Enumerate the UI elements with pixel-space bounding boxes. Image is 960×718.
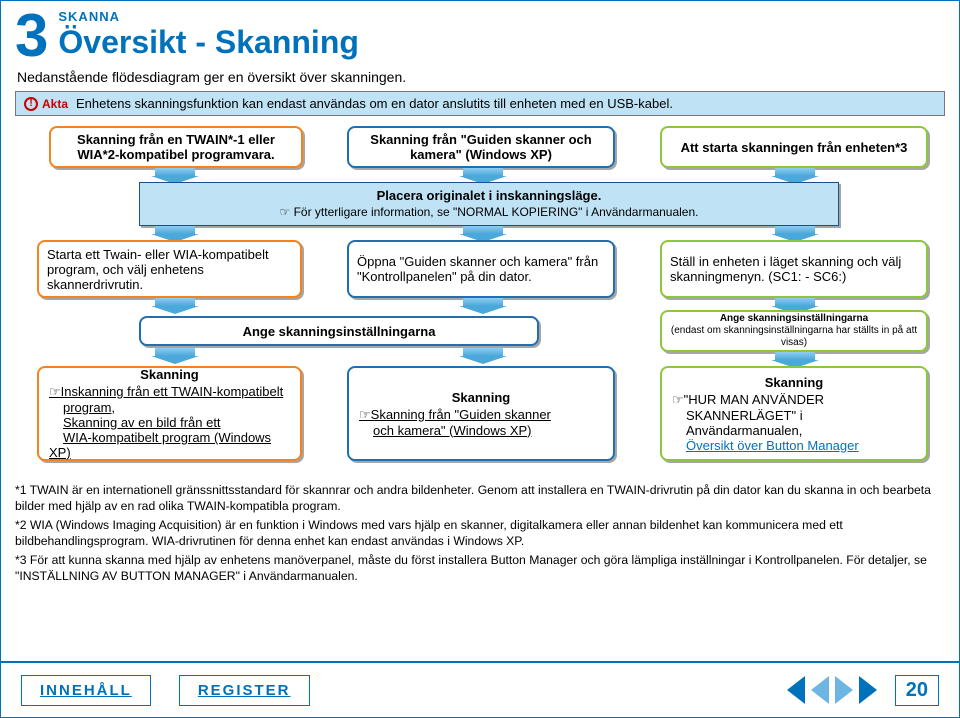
arrow-icon	[463, 298, 503, 310]
footnotes: *1 TWAIN är en internationell gränssnitt…	[15, 482, 945, 585]
caution-text: Enhetens skanningsfunktion kan endast an…	[76, 96, 673, 111]
flow-r3-device-settings: Ange skanningsinställningarna (endast om…	[660, 310, 928, 352]
link-twain-program[interactable]: program,	[63, 400, 115, 415]
flow-r1-device: Att starta skanningen från enheten*3	[660, 126, 928, 168]
caution-label: Akta	[42, 97, 68, 111]
flow-r2-guide: Öppna "Guiden skanner och kamera" från "…	[347, 240, 615, 298]
flow-r2-device: Ställ in enheten i läget skanning och vä…	[660, 240, 928, 298]
caution-badge: ! Akta	[24, 97, 68, 111]
header: 3 SKANNA Översikt - Skanning	[15, 9, 945, 63]
subtitle: Nedanstående flödesdiagram ger en översi…	[17, 69, 945, 85]
link-guide-scan2[interactable]: och kamera" (Windows XP)	[373, 423, 532, 438]
link-wia-scan2[interactable]: WIA-kompatibelt program (Windows XP)	[49, 430, 271, 460]
flow-r1-guide: Skanning från "Guiden skanner och kamera…	[347, 126, 615, 168]
r3c-line1: Ange skanningsinställningarna	[720, 313, 868, 325]
flow-r4-guide: Skanning ☞Skanning från "Guiden skanner …	[347, 366, 615, 461]
nav-arrows: 20	[787, 675, 939, 706]
bottom-bar: INNEHÅLL REGISTER 20	[1, 661, 959, 717]
next-page-icon[interactable]	[835, 676, 853, 704]
arrow-icon	[463, 226, 503, 238]
r4c-l1: ☞"HUR MAN ANVÄNDER	[672, 392, 824, 407]
page-title: Översikt - Skanning	[58, 24, 359, 61]
last-page-icon[interactable]	[859, 676, 877, 704]
link-twain-scan[interactable]: ☞Inskanning från ett TWAIN-kompatibelt	[49, 384, 283, 399]
caution-row: ! Akta Enhetens skanningsfunktion kan en…	[15, 91, 945, 116]
prev-page-icon[interactable]	[811, 676, 829, 704]
contents-button[interactable]: INNEHÅLL	[21, 675, 151, 706]
arrow-icon	[463, 168, 503, 180]
flow-original-band: Placera originalet i inskanningsläge. ☞ …	[139, 182, 839, 226]
arrow-icon	[155, 348, 195, 360]
skanning-title: Skanning	[140, 367, 199, 382]
r3c-line2: (endast om skanningsinställningarna har …	[670, 325, 918, 349]
caution-icon: !	[24, 97, 38, 111]
arrow-icon	[155, 298, 195, 310]
arrow-icon	[775, 226, 815, 238]
flow-r2-twain: Starta ett Twain- eller WIA-kompatibelt …	[37, 240, 302, 298]
skanning-title: Skanning	[765, 375, 824, 390]
link-wia-scan1[interactable]: Skanning av en bild från ett	[63, 415, 221, 430]
flow-r3-settings: Ange skanningsinställningarna	[139, 316, 539, 346]
first-page-icon[interactable]	[787, 676, 805, 704]
link-guide-scan1[interactable]: ☞Skanning från "Guiden skanner	[359, 407, 551, 422]
flow-r1-twain: Skanning från en TWAIN*-1 eller WIA*2-ko…	[49, 126, 303, 168]
chapter-number: 3	[15, 9, 48, 63]
footnote-1: *1 TWAIN är en internationell gränssnitt…	[15, 482, 945, 515]
footnote-3: *3 För att kunna skanna med hjälp av enh…	[15, 552, 945, 585]
flow-r4-device: Skanning ☞"HUR MAN ANVÄNDER SKANNERLÄGET…	[660, 366, 928, 461]
arrow-icon	[775, 298, 815, 310]
arrow-icon	[155, 226, 195, 238]
link-button-manager[interactable]: Översikt över Button Manager	[686, 438, 859, 453]
flowchart: Skanning från en TWAIN*-1 eller WIA*2-ko…	[15, 126, 945, 478]
footnote-2: *2 WIA (Windows Imaging Acquisition) är …	[15, 517, 945, 550]
index-button[interactable]: REGISTER	[179, 675, 310, 706]
section-label: SKANNA	[58, 9, 359, 24]
arrow-icon	[463, 348, 503, 360]
flow-r4-twain: Skanning ☞Inskanning från ett TWAIN-komp…	[37, 366, 302, 461]
skanning-title: Skanning	[452, 390, 511, 405]
original-line1: Placera originalet i inskanningsläge.	[377, 188, 602, 205]
r4c-l3: Användarmanualen,	[686, 423, 802, 438]
page-container: 3 SKANNA Översikt - Skanning Nedanståend…	[0, 0, 960, 718]
arrow-icon	[775, 168, 815, 180]
arrow-icon	[155, 168, 195, 180]
page-number: 20	[895, 675, 939, 706]
arrow-icon	[775, 352, 815, 364]
original-line2: ☞ För ytterligare information, se "NORMA…	[280, 205, 699, 221]
title-block: SKANNA Översikt - Skanning	[58, 9, 359, 61]
r4c-l2: SKANNERLÄGET" i	[686, 408, 803, 423]
